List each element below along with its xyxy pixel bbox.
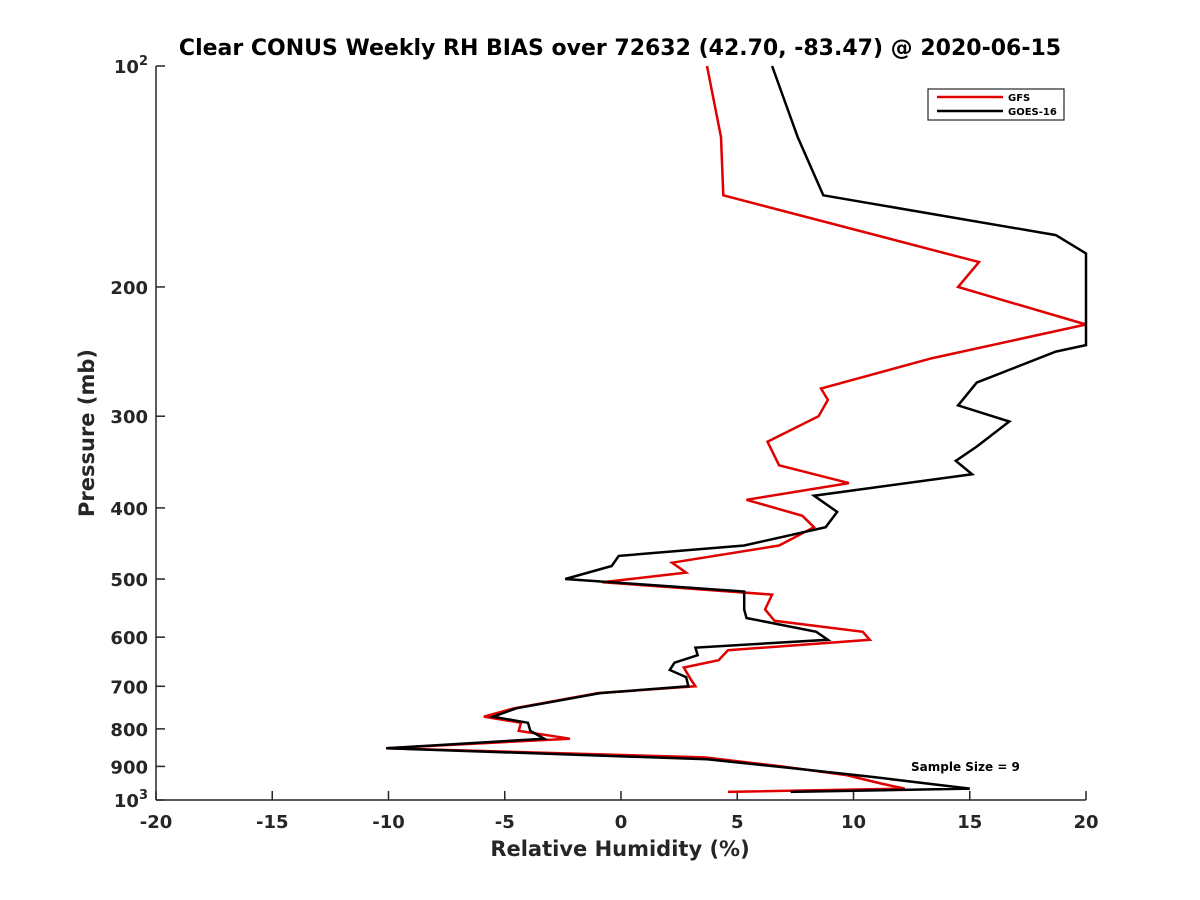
series-line-goes16 xyxy=(386,65,1088,794)
x-tick-label: -10 xyxy=(372,812,405,833)
y-ticks: 102 200 300 400 500 600 700 800 900 103 xyxy=(110,54,165,812)
y-tick-label: 900 xyxy=(110,757,148,778)
x-tick-label: 0 xyxy=(615,812,628,833)
y-tick-label: 103 xyxy=(114,788,148,812)
x-tick-label: -20 xyxy=(140,812,173,833)
series-line-gfs xyxy=(386,65,1087,794)
y-tick-label: 300 xyxy=(110,407,148,428)
y-tick-label: 700 xyxy=(110,677,148,698)
legend-box xyxy=(927,88,1065,121)
y-tick-label: 400 xyxy=(110,499,148,520)
x-tick-label: 5 xyxy=(731,812,744,833)
x-axis-label: Relative Humidity (%) xyxy=(490,837,749,861)
y-axis-label: Pressure (mb) xyxy=(75,349,99,517)
y-tick-label: 600 xyxy=(110,628,148,649)
y-tick-label: 200 xyxy=(110,278,148,299)
x-ticks: -20 -15 -10 -5 0 5 10 15 20 xyxy=(140,791,1099,833)
x-tick-label: -15 xyxy=(256,812,289,833)
y-tick-label: 800 xyxy=(110,720,148,741)
x-tick-label: 10 xyxy=(841,812,866,833)
chart-title: Clear CONUS Weekly RH BIAS over 72632 (4… xyxy=(179,36,1061,61)
x-tick-label: 20 xyxy=(1073,812,1098,833)
y-tick-label: 102 xyxy=(114,54,148,78)
x-tick-label: 15 xyxy=(957,812,982,833)
legend: GFS GOES-16 xyxy=(927,88,1065,121)
legend-label-goes16: GOES-16 xyxy=(1008,107,1057,118)
legend-label-gfs: GFS xyxy=(1008,93,1030,104)
y-tick-label: 500 xyxy=(110,570,148,591)
series-layer xyxy=(386,65,1088,794)
x-tick-label: -5 xyxy=(495,812,515,833)
sample-size-annotation: Sample Size = 9 xyxy=(911,760,1020,774)
